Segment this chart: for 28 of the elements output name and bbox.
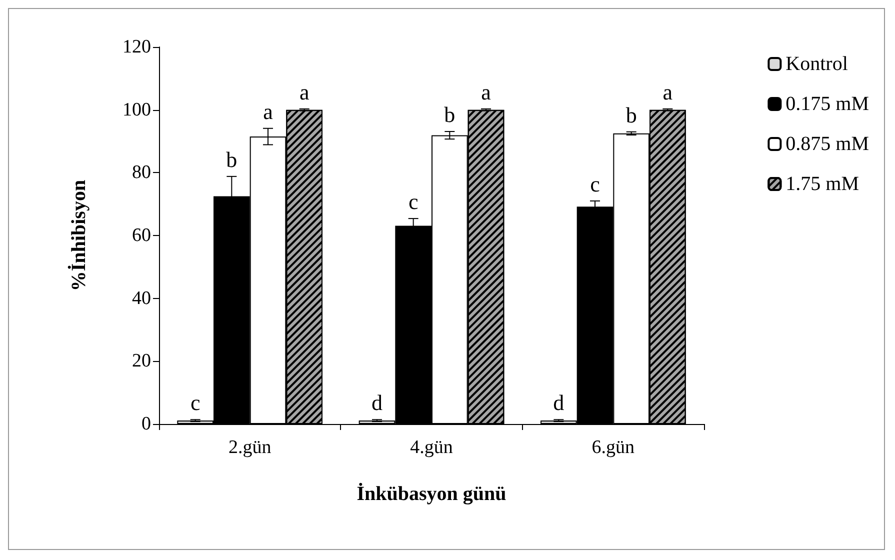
data-label: c [590,171,600,196]
data-label: c [190,390,200,416]
y-tick-label: 80 [132,162,151,184]
x-axis-title: İnkübasyon günü [356,482,506,505]
data-label: a [662,79,673,104]
data-label: a [481,79,492,104]
data-label: a [263,98,274,124]
y-tick-label: 60 [132,225,151,246]
y-tick-label: 40 [132,288,151,309]
x-tick-label: 2.gün [228,437,272,458]
legend-label: 0.175 mM [786,93,870,115]
data-label: b [226,146,238,172]
x-tick-label: 4.gün [410,437,454,458]
x-tick-label: 6.gün [592,437,636,458]
data-label: a [299,79,310,104]
data-label: d [553,390,564,416]
data-label: c [408,189,418,214]
y-tick-label: 20 [132,350,151,372]
data-label: b [626,102,637,128]
y-tick-label: 100 [122,99,151,120]
legend-label: 0.875 mM [786,133,870,155]
data-label: b [444,102,456,128]
y-tick-label: 0 [142,414,151,434]
y-tick-label: 120 [122,36,151,58]
legend-label: Kontrol [786,53,848,75]
data-label: d [372,390,382,416]
legend-label: 1.75 mM [786,173,860,195]
y-axis-title: %İnhibisyon [67,180,90,292]
